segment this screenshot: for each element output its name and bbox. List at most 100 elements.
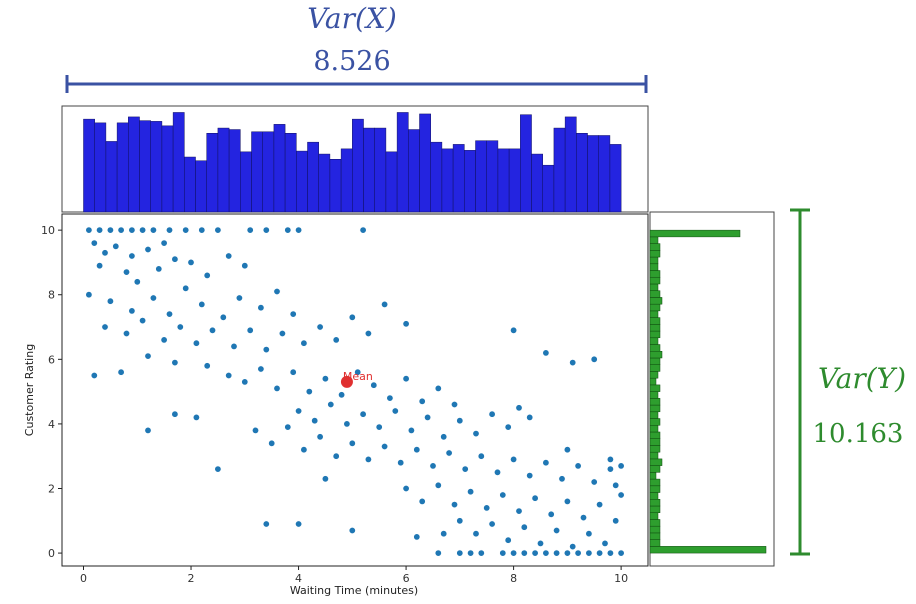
right-hist-bar bbox=[649, 431, 661, 439]
right-hist-bar bbox=[649, 303, 661, 312]
scatter-point bbox=[96, 262, 104, 270]
scatter-point bbox=[225, 252, 233, 260]
scatter-point bbox=[166, 310, 174, 318]
scatter-point bbox=[300, 446, 308, 454]
top-hist-bar bbox=[419, 113, 431, 213]
scatter-point bbox=[601, 539, 609, 547]
scatter-point bbox=[510, 455, 518, 463]
scatter-point bbox=[106, 226, 114, 234]
scatter-point bbox=[343, 420, 351, 428]
scatter-point bbox=[526, 472, 534, 480]
x-axis: 0 2 4 6 8 10 bbox=[80, 566, 628, 585]
scatter-point bbox=[289, 368, 297, 376]
y-tick-label: 8 bbox=[48, 289, 55, 302]
top-hist-bar bbox=[520, 114, 532, 213]
scatter-point bbox=[381, 300, 389, 308]
scatter-point bbox=[241, 378, 249, 386]
scatter-point bbox=[171, 255, 179, 263]
right-hist-bar bbox=[649, 236, 659, 244]
right-hist-bar bbox=[649, 418, 661, 426]
scatter-point bbox=[139, 317, 147, 325]
top-histogram bbox=[83, 112, 622, 213]
scatter-point bbox=[445, 449, 453, 457]
scatter-point bbox=[338, 391, 346, 399]
right-hist-bar bbox=[649, 492, 659, 500]
scatter-point bbox=[515, 404, 523, 412]
scatter-point bbox=[606, 455, 614, 463]
x-tick-label: 0 bbox=[80, 572, 87, 585]
y-tick-label: 4 bbox=[48, 418, 55, 431]
top-hist-bar bbox=[374, 127, 387, 213]
scatter-point bbox=[606, 549, 614, 557]
right-hist-bar bbox=[649, 344, 661, 352]
scatter-point bbox=[359, 226, 367, 234]
scatter-point bbox=[144, 246, 152, 254]
scatter-point bbox=[585, 530, 593, 538]
x-tick-label: 2 bbox=[188, 572, 195, 585]
right-hist-bar bbox=[649, 250, 661, 258]
scatter-point bbox=[542, 459, 550, 467]
y-tick-label: 2 bbox=[48, 482, 55, 495]
scatter-point bbox=[149, 226, 157, 234]
scatter-point bbox=[526, 413, 534, 421]
scatter-point bbox=[574, 549, 582, 557]
top-hist-bar bbox=[396, 112, 409, 213]
var-x-value: 8.526 bbox=[313, 46, 390, 77]
top-hist-bar bbox=[408, 129, 420, 213]
scatter-point bbox=[563, 497, 571, 505]
scatter-point bbox=[531, 549, 539, 557]
y-axis-title: Customer Rating bbox=[23, 344, 36, 436]
top-hist-bar bbox=[598, 135, 611, 213]
scatter-point bbox=[289, 310, 297, 318]
scatter-point bbox=[424, 413, 432, 421]
scatter-point bbox=[488, 410, 496, 418]
scatter-point bbox=[171, 359, 179, 367]
top-hist-bar bbox=[273, 124, 286, 213]
scatter-point bbox=[96, 226, 104, 234]
right-hist-bar bbox=[649, 525, 661, 534]
scatter-point bbox=[429, 462, 437, 470]
right-hist-bar bbox=[649, 317, 661, 325]
top-hist-bar bbox=[262, 131, 275, 213]
right-hist-bar bbox=[649, 404, 661, 413]
scatter-point bbox=[101, 323, 109, 331]
scatter-point bbox=[90, 371, 98, 379]
scatter-point bbox=[434, 384, 442, 392]
scatter-point bbox=[617, 462, 625, 470]
scatter-point bbox=[268, 439, 276, 447]
right-hist-bar bbox=[649, 310, 659, 318]
top-hist-bar bbox=[564, 116, 577, 213]
right-hist-bar bbox=[649, 546, 767, 554]
right-hist-bar bbox=[649, 384, 661, 392]
scatter-point bbox=[123, 268, 131, 276]
scatter-point bbox=[440, 433, 448, 441]
scatter-point bbox=[450, 400, 458, 408]
var-x-bracket bbox=[65, 75, 648, 93]
scatter-point bbox=[117, 226, 125, 234]
right-hist-bar bbox=[649, 243, 661, 251]
scatter-point bbox=[612, 517, 620, 525]
top-hist-bar bbox=[542, 164, 555, 213]
right-hist-bar bbox=[649, 499, 661, 507]
scatter-point bbox=[230, 342, 238, 350]
scatter-point bbox=[488, 520, 496, 528]
right-histogram bbox=[649, 229, 767, 554]
right-hist-bar bbox=[649, 263, 659, 271]
right-hist-bar bbox=[649, 398, 661, 406]
right-hist-bar bbox=[649, 351, 663, 359]
right-hist-bar bbox=[649, 445, 661, 453]
scatter-point bbox=[590, 478, 598, 486]
scatter-point bbox=[456, 417, 464, 425]
right-hist-bar bbox=[649, 539, 661, 547]
scatter-point bbox=[434, 549, 442, 557]
right-hist-bar bbox=[649, 391, 659, 399]
scatter-plot-frame bbox=[61, 213, 649, 567]
scatter-point bbox=[160, 336, 168, 344]
scatter-point bbox=[106, 297, 114, 305]
right-histogram-frame bbox=[649, 211, 775, 567]
scatter-point bbox=[144, 352, 152, 360]
top-hist-bar bbox=[206, 133, 219, 213]
scatter-point bbox=[198, 226, 206, 234]
scatter-point bbox=[504, 536, 512, 544]
